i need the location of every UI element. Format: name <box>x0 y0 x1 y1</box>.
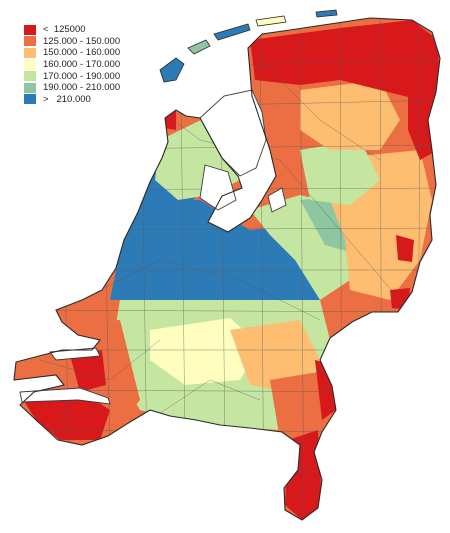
zone-zeeuws-vlaanderen-red <box>20 390 110 440</box>
island-texel <box>159 57 185 83</box>
legend-item: < 125000 <box>24 24 120 36</box>
zone-groningen-red <box>250 20 440 100</box>
westerschelde <box>19 387 111 405</box>
legend-swatch <box>24 94 36 105</box>
legend-label: 125.000 - 150.000 <box>43 35 121 47</box>
zone-drenthe-mixed <box>300 80 400 150</box>
island-schiermonnikoog <box>315 9 338 18</box>
legend-swatch <box>24 59 36 70</box>
country-outline <box>13 17 441 521</box>
legend-label: 190.000 - 210.000 <box>43 82 121 94</box>
legend-label: 170.000 - 190.000 <box>43 70 121 82</box>
legend-item: 160.000 - 170.000 <box>24 59 120 71</box>
legend-label: < 125000 <box>43 24 86 36</box>
oosterschelde <box>49 347 101 361</box>
legend: < 125000 125.000 - 150.000 150.000 - 160… <box>24 24 120 105</box>
water-bodies <box>19 89 287 405</box>
zone-walcheren-red <box>70 350 106 392</box>
island-terschelling <box>213 23 251 41</box>
legend-item: > 210.000 <box>24 94 120 106</box>
zone-achterhoek-red <box>396 235 414 262</box>
wadden-islands <box>159 9 338 83</box>
legend-swatch <box>24 24 36 35</box>
island-ameland <box>255 15 287 27</box>
veluwemeer <box>267 187 287 213</box>
legend-label: 150.000 - 160.000 <box>43 47 121 59</box>
legend-item: 150.000 - 160.000 <box>24 47 120 59</box>
legend-swatch <box>24 47 36 58</box>
legend-item: 125.000 - 150.000 <box>24 36 120 48</box>
legend-swatch <box>24 36 36 47</box>
legend-item: 170.000 - 190.000 <box>24 70 120 82</box>
island-vlieland <box>187 39 211 55</box>
legend-label: > 210.000 <box>43 93 91 105</box>
legend-item: 190.000 - 210.000 <box>24 82 120 94</box>
legend-label: 160.000 - 170.000 <box>43 59 121 71</box>
legend-swatch <box>24 71 36 82</box>
legend-swatch <box>24 82 36 93</box>
markermeer <box>199 164 237 211</box>
